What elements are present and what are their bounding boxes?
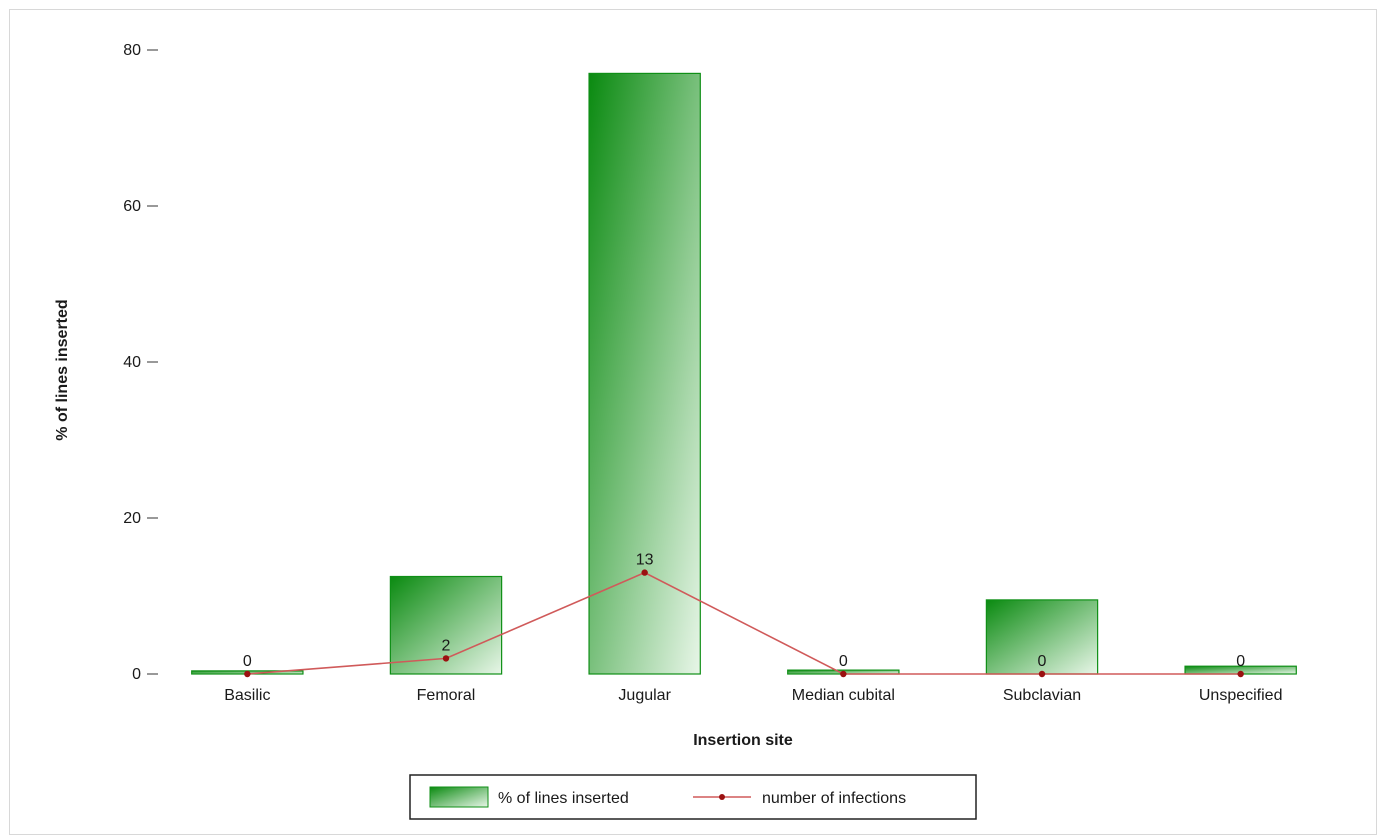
infections-data-label: 0 [243,653,252,670]
y-tick-label: 80 [123,42,141,59]
infections-point [641,569,648,576]
legend-label-bar: % of lines inserted [498,790,629,807]
y-tick-label: 60 [123,198,141,215]
bar [588,72,701,675]
infections-data-label: 2 [442,637,451,654]
legend-swatch-marker [719,794,725,800]
y-tick-label: 0 [132,666,141,683]
x-axis: Basilic Femoral Jugular Median cubital Subcl… [224,687,1282,704]
x-tick-label: Femoral [417,687,476,704]
infections-point [244,670,251,678]
chart-frame: 0 20 40 60 80 0 2 13 0 0 0 Basilic Femoral Jugular M… [9,9,1377,835]
data-labels-layer: 0 2 13 0 0 0 [243,552,1245,670]
y-axis: 0 20 40 60 80 [123,42,158,683]
x-tick-label: Basilic [224,687,270,704]
infections-point [1237,670,1244,678]
legend-swatch-bar [429,786,489,808]
infections-point [1038,670,1046,678]
chart-svg: 0 20 40 60 80 0 2 13 0 0 0 Basilic Femoral Jugular M… [54,42,1297,820]
legend-label-line: number of infections [762,790,906,807]
x-tick-label: Jugular [618,687,671,704]
y-axis-title: % of lines inserted [54,299,71,440]
infections-line-layer [244,569,1244,678]
x-tick-label: Median cubital [792,687,895,704]
infections-point [442,655,450,662]
legend: % of lines inserted number of infections [409,774,977,820]
bar [985,599,1099,675]
bars-layer [191,72,1297,675]
x-tick-label: Subclavian [1003,687,1081,704]
x-axis-title: Insertion site [693,732,793,749]
infections-data-label: 0 [1236,653,1245,670]
infections-data-label: 0 [1038,653,1047,670]
infections-line [247,571,1241,675]
y-tick-label: 20 [123,510,141,527]
x-tick-label: Unspecified [1199,687,1283,704]
y-tick-label: 40 [123,354,141,371]
infections-data-label: 0 [839,653,848,670]
infections-data-label: 13 [636,552,654,569]
infections-point [840,670,847,678]
